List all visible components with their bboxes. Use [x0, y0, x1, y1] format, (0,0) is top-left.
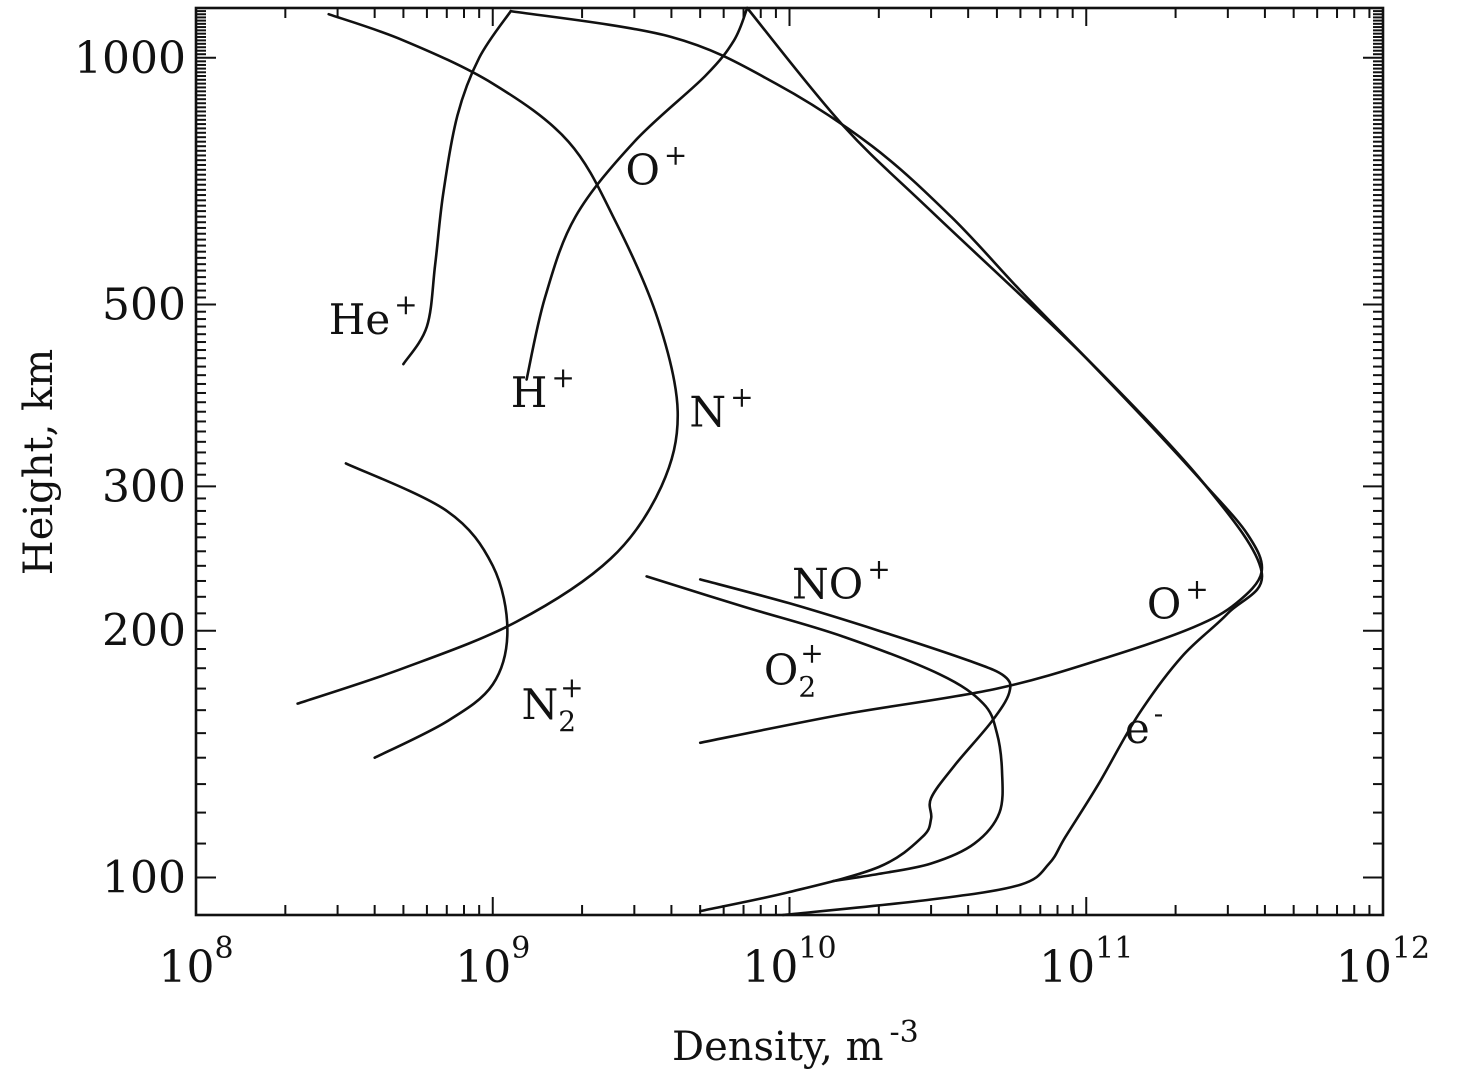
series-label-name: O	[625, 146, 659, 195]
x-tick-label-exp: 8	[214, 931, 233, 966]
x-tick-label-base: 10	[1336, 942, 1392, 993]
series-label-he-plus: He +	[329, 288, 418, 344]
series-curves	[296, 6, 1264, 917]
series-label-name: O	[764, 645, 798, 694]
curve-n-plus	[296, 12, 680, 705]
x-tick-label-base: 10	[455, 942, 511, 993]
curve-h-plus	[525, 6, 749, 381]
series-label-o2-plus: O2+	[764, 636, 824, 703]
x-tick-label-exp: 10	[798, 931, 836, 966]
x-axis-title: Density, m -3	[672, 1015, 919, 1070]
y-tick-label: 1000	[74, 33, 186, 84]
series-label-h-plus: H +	[511, 361, 575, 417]
series-label-name: N	[522, 680, 559, 729]
x-tick-label-base: 10	[742, 942, 798, 993]
series-label-name: He	[329, 295, 390, 344]
series-label-sub: 2	[798, 670, 816, 703]
series-label-sup: +	[867, 552, 890, 585]
x-tick-label-base: 10	[1039, 942, 1095, 993]
series-label-sup: +	[551, 361, 574, 394]
series-label-name: N	[689, 387, 726, 436]
y-tick-label: 100	[102, 852, 186, 903]
series-label-sup: +	[1185, 572, 1208, 605]
y-tick-label: 200	[102, 606, 186, 657]
curve-o2-plus	[645, 575, 1004, 883]
series-label-sup: -	[1154, 697, 1163, 730]
y-tick-label: 300	[102, 461, 186, 512]
x-tick-label: 1011	[1039, 931, 1133, 993]
series-label-sup: +	[730, 380, 753, 413]
x-tick-label: 1012	[1336, 931, 1430, 993]
axis-ticks	[195, 7, 1384, 916]
curve-no-plus	[698, 578, 1012, 913]
x-tick-label-exp: 11	[1095, 931, 1133, 966]
series-label-n2-plus: N2+	[522, 671, 584, 738]
series-label-n-plus: N +	[689, 380, 753, 436]
x-tick-label-exp: 9	[511, 931, 530, 966]
series-label-sup: +	[800, 636, 823, 669]
x-axis-title-sup: -3	[890, 1015, 919, 1050]
x-axis-title-main: Density, m	[672, 1024, 884, 1070]
series-label-o-plus: O +	[1147, 572, 1209, 628]
curve-he-plus	[402, 9, 513, 366]
series-label-no-plus: NO +	[792, 552, 891, 608]
y-axis-title: Height, km	[16, 349, 62, 575]
series-label-name: e	[1125, 704, 1150, 753]
plot-frame	[194, 6, 1385, 917]
x-tick-label-base: 10	[158, 942, 214, 993]
series-label-sub: 2	[558, 705, 576, 738]
series-label-name: O	[1147, 579, 1181, 628]
series-label-name: H	[511, 368, 548, 417]
x-tick-label: 109	[455, 931, 530, 993]
x-tick-label: 108	[158, 931, 233, 993]
series-label-sup: +	[560, 671, 583, 704]
series-label-o-plus: O +	[625, 139, 687, 195]
series-labels: O +O +e -He +H +N +N2+NO +O2+	[329, 139, 1209, 753]
curve-n2-plus	[344, 462, 509, 759]
series-label-sup: +	[664, 139, 687, 172]
series-label-e-minus: e-	[1125, 697, 1163, 753]
curve-e-minus	[745, 6, 1264, 917]
x-tick-label: 1010	[742, 931, 836, 993]
y-tick-label: 500	[102, 280, 186, 331]
x-tick-label-exp: 12	[1392, 931, 1430, 966]
series-label-name: NO	[792, 559, 863, 608]
series-label-sup: +	[394, 288, 417, 321]
